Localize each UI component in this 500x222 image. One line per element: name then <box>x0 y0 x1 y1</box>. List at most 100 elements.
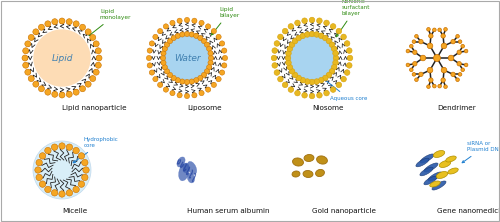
Text: Dendrimer: Dendrimer <box>437 105 476 111</box>
Circle shape <box>330 24 336 29</box>
Circle shape <box>461 68 464 72</box>
Circle shape <box>220 41 224 46</box>
Circle shape <box>184 93 190 99</box>
Circle shape <box>80 24 86 30</box>
Ellipse shape <box>448 168 458 174</box>
Circle shape <box>428 78 433 82</box>
Circle shape <box>158 82 162 87</box>
Circle shape <box>192 18 197 23</box>
Circle shape <box>444 85 448 88</box>
Circle shape <box>324 90 330 96</box>
Ellipse shape <box>424 176 437 185</box>
Ellipse shape <box>424 163 438 172</box>
Circle shape <box>457 61 462 66</box>
Circle shape <box>52 190 58 196</box>
Circle shape <box>168 38 172 44</box>
Circle shape <box>82 159 88 166</box>
Circle shape <box>432 28 436 32</box>
Circle shape <box>216 77 221 82</box>
Circle shape <box>271 55 277 61</box>
Circle shape <box>170 91 175 96</box>
Circle shape <box>66 144 72 150</box>
Circle shape <box>428 34 433 38</box>
Ellipse shape <box>178 163 190 181</box>
Circle shape <box>287 46 292 52</box>
Circle shape <box>438 28 442 32</box>
Circle shape <box>272 48 278 53</box>
Circle shape <box>434 54 440 61</box>
Circle shape <box>162 65 168 70</box>
Circle shape <box>25 41 31 47</box>
Circle shape <box>73 186 80 193</box>
Ellipse shape <box>292 171 300 177</box>
Circle shape <box>456 78 460 81</box>
Circle shape <box>40 153 46 159</box>
Circle shape <box>199 91 204 96</box>
Circle shape <box>282 28 288 34</box>
Text: Aqueous core: Aqueous core <box>323 78 368 101</box>
Text: Lipid nanoparticle: Lipid nanoparticle <box>62 105 126 111</box>
Circle shape <box>341 76 346 82</box>
Circle shape <box>286 60 292 65</box>
Circle shape <box>336 82 342 88</box>
Ellipse shape <box>183 163 189 173</box>
Circle shape <box>22 48 28 54</box>
Circle shape <box>93 41 99 47</box>
Circle shape <box>66 19 72 25</box>
Circle shape <box>406 49 409 53</box>
Circle shape <box>461 44 464 48</box>
Circle shape <box>322 75 328 81</box>
Circle shape <box>82 174 88 181</box>
Circle shape <box>90 75 96 81</box>
Circle shape <box>336 28 342 34</box>
Circle shape <box>296 35 302 41</box>
Circle shape <box>206 46 212 52</box>
Circle shape <box>161 51 166 56</box>
Circle shape <box>406 63 409 67</box>
Circle shape <box>441 67 447 73</box>
Circle shape <box>282 82 288 88</box>
Circle shape <box>177 18 182 23</box>
Circle shape <box>83 167 89 173</box>
Circle shape <box>438 84 442 88</box>
Circle shape <box>418 72 423 77</box>
Circle shape <box>285 55 291 61</box>
Circle shape <box>222 48 227 53</box>
Circle shape <box>332 64 337 70</box>
Ellipse shape <box>432 181 446 190</box>
Circle shape <box>410 44 413 48</box>
Circle shape <box>326 72 332 78</box>
Text: Hydrophobic
core: Hydrophobic core <box>73 137 119 163</box>
Circle shape <box>184 17 190 23</box>
Circle shape <box>302 18 308 24</box>
Circle shape <box>304 32 310 37</box>
Circle shape <box>458 40 462 44</box>
Circle shape <box>448 55 454 61</box>
Circle shape <box>198 36 203 41</box>
Circle shape <box>458 73 462 76</box>
Circle shape <box>44 186 51 193</box>
Circle shape <box>426 85 430 88</box>
Circle shape <box>412 61 417 66</box>
Circle shape <box>212 29 216 34</box>
Circle shape <box>412 73 416 76</box>
Circle shape <box>444 28 448 31</box>
Circle shape <box>289 69 295 74</box>
Circle shape <box>216 34 221 40</box>
Circle shape <box>427 43 433 49</box>
Circle shape <box>330 87 336 92</box>
Circle shape <box>164 87 168 92</box>
Ellipse shape <box>316 169 324 176</box>
Ellipse shape <box>434 151 444 157</box>
Circle shape <box>59 18 65 24</box>
Circle shape <box>168 72 172 77</box>
Circle shape <box>441 78 446 82</box>
Circle shape <box>36 174 43 181</box>
Ellipse shape <box>292 158 304 166</box>
Circle shape <box>464 63 468 67</box>
Circle shape <box>73 21 79 27</box>
Text: Lipid
bilayer: Lipid bilayer <box>212 7 240 35</box>
Circle shape <box>147 48 152 53</box>
Text: Gene nanomedicine: Gene nanomedicine <box>437 208 500 214</box>
Circle shape <box>341 34 346 40</box>
